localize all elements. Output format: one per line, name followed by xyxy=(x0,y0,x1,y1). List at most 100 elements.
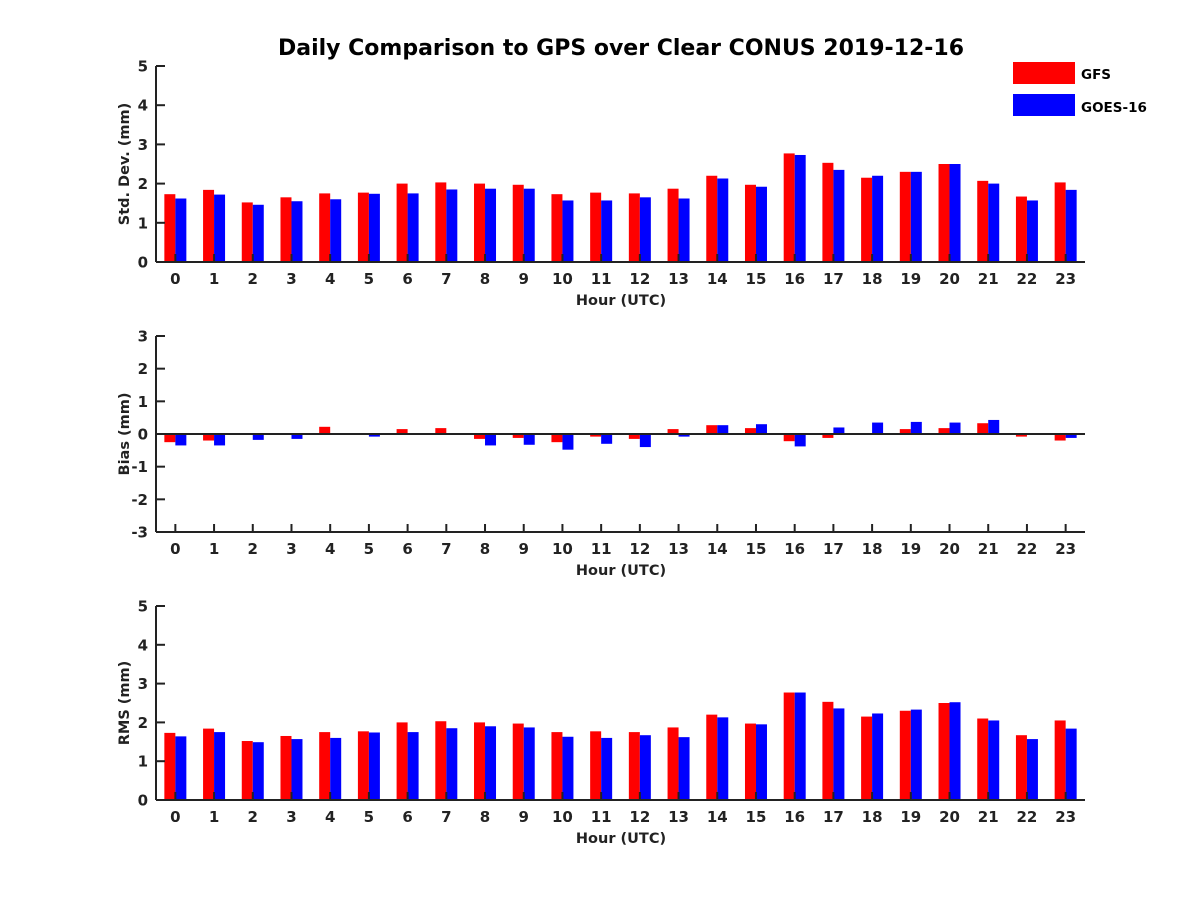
xtick-label-std-20: 20 xyxy=(939,270,960,288)
bar-std-gfs-h12 xyxy=(628,193,640,262)
xtick-label-bias-8: 8 xyxy=(480,540,490,558)
bar-bias-gfs-h20 xyxy=(938,428,950,434)
bar-std-goes16-h8 xyxy=(485,188,497,262)
xtick-label-bias-0: 0 xyxy=(170,540,180,558)
ytick-label-std-4: 4 xyxy=(138,97,148,115)
y-axis-label-bias: Bias (mm) xyxy=(117,393,133,476)
bar-bias-goes16-h19 xyxy=(910,421,922,434)
bar-bias-gfs-h4 xyxy=(319,426,331,434)
bar-bias-gfs-h17 xyxy=(822,434,834,438)
bar-rms-goes16-h13 xyxy=(678,737,690,800)
bar-rms-gfs-h18 xyxy=(861,716,873,800)
bar-rms-goes16-h7 xyxy=(446,728,458,800)
xtick-label-bias-22: 22 xyxy=(1017,540,1038,558)
bar-std-gfs-h8 xyxy=(474,183,486,262)
bar-bias-gfs-h6 xyxy=(396,429,408,434)
bar-std-goes16-h4 xyxy=(330,199,342,262)
bar-std-goes16-h21 xyxy=(988,183,1000,262)
ytick-label-std-5: 5 xyxy=(138,58,148,76)
bar-std-goes16-h23 xyxy=(1065,189,1077,262)
xtick-label-rms-17: 17 xyxy=(823,808,844,826)
xtick-label-std-11: 11 xyxy=(591,270,612,288)
xtick-label-bias-13: 13 xyxy=(668,540,689,558)
xtick-label-bias-19: 19 xyxy=(900,540,921,558)
xtick-label-std-12: 12 xyxy=(629,270,650,288)
ytick-label-std-1: 1 xyxy=(138,214,148,232)
bar-rms-goes16-h21 xyxy=(988,720,1000,800)
bar-std-goes16-h7 xyxy=(446,189,458,262)
bar-std-gfs-h19 xyxy=(899,171,911,262)
xtick-label-rms-23: 23 xyxy=(1055,808,1076,826)
bar-rms-goes16-h20 xyxy=(949,702,961,800)
bar-bias-gfs-h12 xyxy=(628,434,640,439)
xtick-label-std-0: 0 xyxy=(170,270,180,288)
xtick-label-bias-11: 11 xyxy=(591,540,612,558)
bar-std-gfs-h2 xyxy=(241,202,253,262)
bar-bias-gfs-h15 xyxy=(744,428,756,434)
bar-std-goes16-h6 xyxy=(407,193,419,262)
ytick-label-bias-3: 3 xyxy=(138,328,148,346)
bar-rms-goes16-h22 xyxy=(1026,739,1038,800)
bar-rms-gfs-h9 xyxy=(512,723,524,800)
bar-rms-gfs-h10 xyxy=(551,732,563,800)
xtick-label-bias-7: 7 xyxy=(441,540,451,558)
xtick-label-bias-12: 12 xyxy=(629,540,650,558)
bar-std-gfs-h15 xyxy=(744,184,756,262)
bar-bias-goes16-h1 xyxy=(214,434,226,446)
bar-rms-gfs-h8 xyxy=(474,722,486,800)
bar-std-goes16-h20 xyxy=(949,164,961,262)
xtick-label-rms-21: 21 xyxy=(978,808,999,826)
xtick-label-rms-22: 22 xyxy=(1017,808,1038,826)
bar-rms-gfs-h6 xyxy=(396,722,408,800)
bar-bias-gfs-h11 xyxy=(590,434,602,437)
bar-rms-goes16-h4 xyxy=(330,737,342,800)
bar-bias-gfs-h19 xyxy=(899,429,911,434)
bar-std-gfs-h17 xyxy=(822,162,834,262)
xtick-label-rms-9: 9 xyxy=(519,808,529,826)
bar-rms-goes16-h9 xyxy=(523,727,535,800)
bar-rms-goes16-h8 xyxy=(485,726,497,800)
x-axis-label-std: Hour (UTC) xyxy=(576,293,666,309)
xtick-label-rms-19: 19 xyxy=(900,808,921,826)
bar-bias-goes16-h14 xyxy=(717,425,729,434)
xtick-label-rms-15: 15 xyxy=(746,808,767,826)
bar-rms-goes16-h17 xyxy=(833,708,845,800)
xtick-label-std-8: 8 xyxy=(480,270,490,288)
bar-rms-goes16-h6 xyxy=(407,732,419,800)
legend-swatch-gfs xyxy=(1013,62,1075,84)
bar-rms-goes16-h2 xyxy=(252,742,264,800)
bar-rms-gfs-h23 xyxy=(1054,720,1066,800)
bar-std-goes16-h11 xyxy=(601,200,613,262)
xtick-label-bias-14: 14 xyxy=(707,540,728,558)
xtick-label-bias-1: 1 xyxy=(209,540,219,558)
bar-rms-gfs-h21 xyxy=(977,718,989,800)
x-axis-label-rms: Hour (UTC) xyxy=(576,831,666,847)
legend-label-goes16: GOES-16 xyxy=(1081,100,1147,116)
bar-bias-gfs-h14 xyxy=(706,425,718,434)
xtick-label-bias-10: 10 xyxy=(552,540,573,558)
bar-bias-goes16-h23 xyxy=(1065,434,1077,438)
bar-std-gfs-h6 xyxy=(396,183,408,262)
bar-bias-goes16-h21 xyxy=(988,419,1000,434)
bar-bias-goes16-h2 xyxy=(252,434,264,440)
bar-std-goes16-h13 xyxy=(678,198,690,262)
xtick-label-rms-4: 4 xyxy=(325,808,335,826)
xtick-label-rms-3: 3 xyxy=(286,808,296,826)
bar-std-goes16-h15 xyxy=(755,186,767,262)
ytick-label-bias--1: -1 xyxy=(131,458,148,476)
bar-std-goes16-h3 xyxy=(291,201,303,262)
xtick-label-std-7: 7 xyxy=(441,270,451,288)
ytick-label-bias-0: 0 xyxy=(138,426,148,444)
bar-bias-gfs-h23 xyxy=(1054,434,1066,441)
bar-std-goes16-h12 xyxy=(639,197,651,262)
bar-std-gfs-h0 xyxy=(164,194,176,262)
bar-std-gfs-h11 xyxy=(590,192,602,262)
xtick-label-rms-6: 6 xyxy=(402,808,412,826)
ytick-label-bias--3: -3 xyxy=(131,524,148,542)
bar-bias-goes16-h8 xyxy=(485,434,497,446)
bar-std-goes16-h17 xyxy=(833,169,845,262)
bar-std-goes16-h19 xyxy=(910,171,922,262)
xtick-label-std-4: 4 xyxy=(325,270,335,288)
